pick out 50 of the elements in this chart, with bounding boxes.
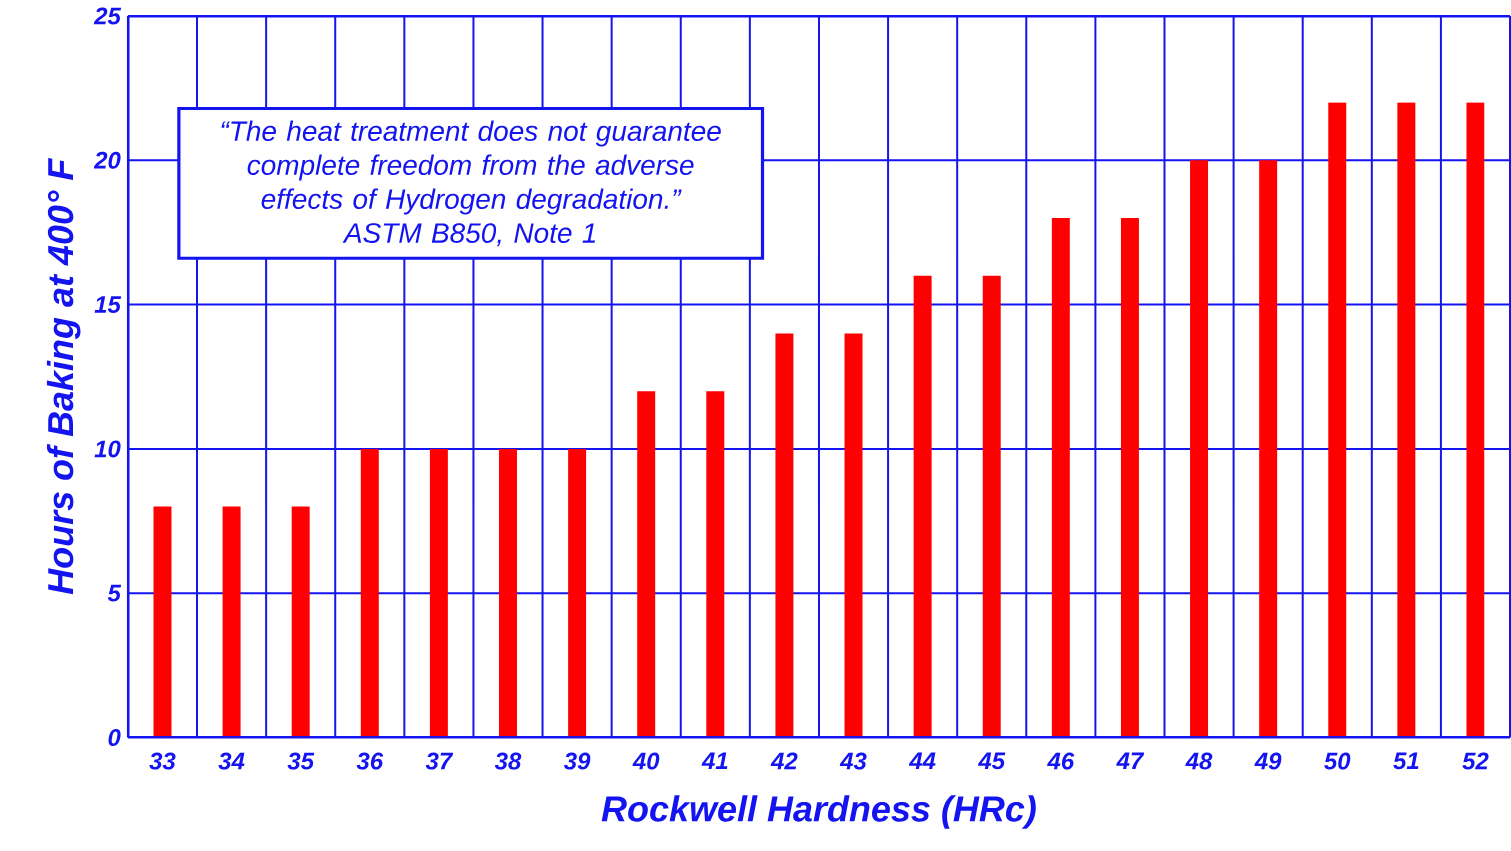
bar xyxy=(1120,217,1139,738)
x-tick-label: 37 xyxy=(425,752,454,770)
x-tick-label: 42 xyxy=(770,752,798,770)
bar xyxy=(637,390,656,738)
x-tick-label: 41 xyxy=(701,752,728,769)
y-tick-label: 15 xyxy=(94,296,122,313)
x-tick-label: 45 xyxy=(977,752,1006,770)
x-tick-label: 43 xyxy=(839,752,867,770)
y-tick-label: 20 xyxy=(93,151,121,169)
y-tick-label: 5 xyxy=(107,584,122,602)
y-axis-title: Hours of Baking at 400° F xyxy=(46,157,81,594)
bar xyxy=(429,448,448,738)
bar xyxy=(844,333,863,738)
x-tick-label: 51 xyxy=(1393,752,1419,770)
bar xyxy=(222,506,241,738)
x-tick-label: 47 xyxy=(1116,752,1145,769)
x-tick-label: 34 xyxy=(218,752,245,770)
x-tick-label: 48 xyxy=(1185,752,1213,770)
bar xyxy=(982,275,1001,738)
bar xyxy=(1466,102,1485,738)
bar xyxy=(499,448,517,738)
bar xyxy=(706,390,725,738)
x-tick-label: 50 xyxy=(1324,752,1351,770)
x-tick-label: 33 xyxy=(149,752,176,770)
x-tick-label: 36 xyxy=(356,752,384,770)
x-tick-label: 49 xyxy=(1254,752,1282,770)
bar xyxy=(1259,160,1278,738)
bar xyxy=(1328,102,1347,738)
bar xyxy=(775,333,794,738)
x-tick-label: 44 xyxy=(908,752,936,769)
bar xyxy=(1051,217,1070,738)
x-tick-label: 35 xyxy=(287,752,315,770)
x-tick-label: 52 xyxy=(1462,752,1489,770)
y-tick-label: 10 xyxy=(94,440,121,458)
x-tick-label: 39 xyxy=(563,752,591,770)
bar xyxy=(291,506,310,738)
y-tick-label: 25 xyxy=(93,7,122,25)
x-tick-label: 38 xyxy=(494,752,522,770)
bar xyxy=(913,275,932,738)
x-axis-title: Rockwell Hardness (HRc) xyxy=(601,795,1036,829)
bar xyxy=(1190,160,1209,738)
x-tick-label: 46 xyxy=(1047,752,1075,770)
bar xyxy=(1397,102,1416,738)
x-tick-label: 40 xyxy=(632,752,660,770)
annotation: “The heat treatment does not guarantee complete freedom from the adverse effects of Hydrogen degradation.” xyxy=(221,120,721,215)
bar xyxy=(568,448,587,738)
bar xyxy=(360,448,379,738)
bar xyxy=(153,506,172,738)
annotation: ASTM B850, Note 1 xyxy=(342,222,596,247)
y-tick-label: 0 xyxy=(108,728,121,746)
